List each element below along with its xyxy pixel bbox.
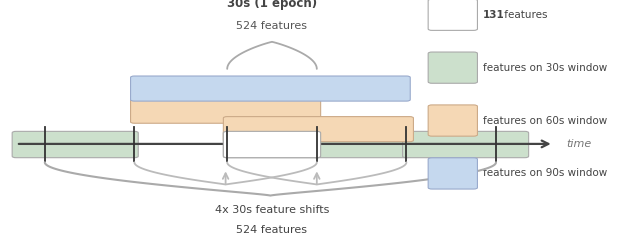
Text: features on 90s window: features on 90s window (483, 169, 607, 178)
Text: features: features (501, 10, 548, 20)
Text: 30s (1 epoch): 30s (1 epoch) (227, 0, 317, 10)
FancyBboxPatch shape (403, 131, 529, 158)
Text: 4x 30s feature shifts: 4x 30s feature shifts (215, 205, 329, 215)
Text: 524 features: 524 features (237, 21, 307, 31)
Text: 131: 131 (483, 10, 505, 20)
Text: time: time (566, 139, 591, 149)
FancyBboxPatch shape (428, 52, 477, 83)
FancyBboxPatch shape (428, 0, 477, 30)
FancyBboxPatch shape (428, 105, 477, 136)
FancyBboxPatch shape (313, 131, 410, 158)
FancyBboxPatch shape (223, 117, 413, 142)
Text: features on 60s window: features on 60s window (483, 116, 607, 125)
FancyBboxPatch shape (223, 131, 321, 158)
FancyBboxPatch shape (12, 131, 138, 158)
Text: features on 30s window: features on 30s window (483, 63, 607, 73)
FancyBboxPatch shape (131, 76, 410, 101)
FancyBboxPatch shape (131, 98, 321, 123)
Text: 524 features: 524 features (237, 225, 307, 235)
FancyBboxPatch shape (223, 131, 321, 158)
FancyBboxPatch shape (428, 158, 477, 189)
